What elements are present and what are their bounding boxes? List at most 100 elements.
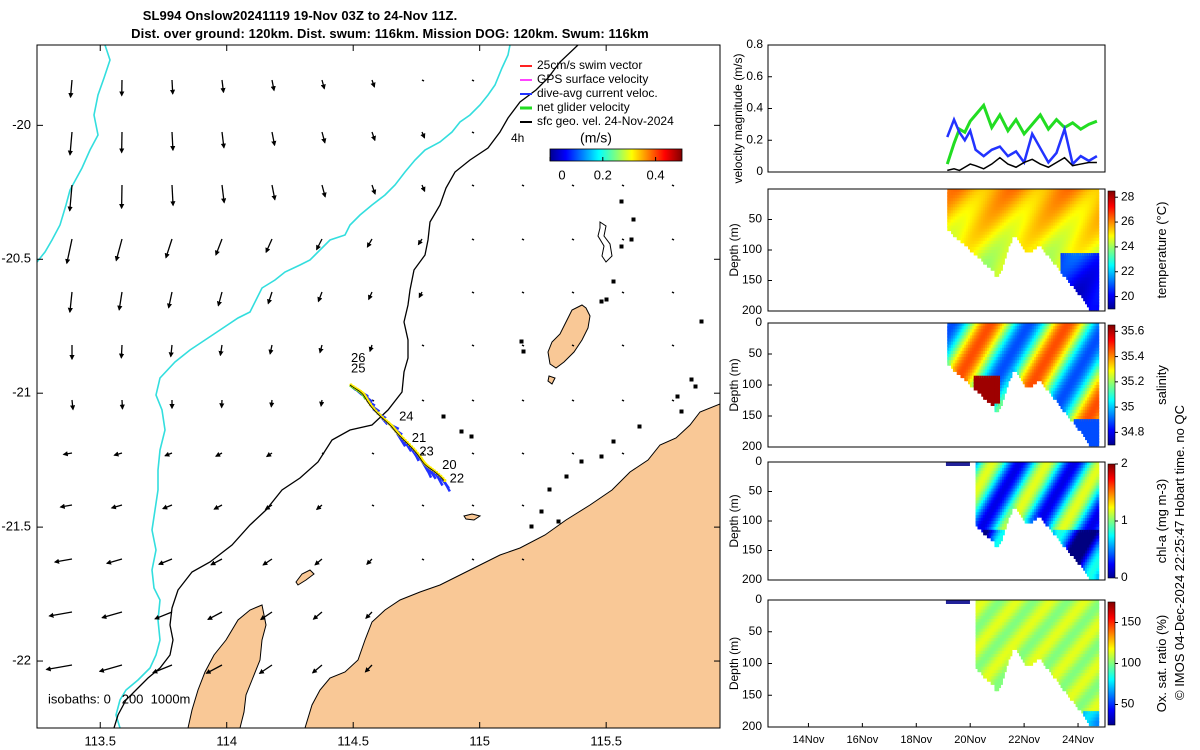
salinity-cell <box>977 369 981 375</box>
temperature-cell <box>1024 246 1028 253</box>
temperature-cell <box>973 243 977 250</box>
chl-a-cell <box>988 470 992 477</box>
salinity-cell <box>1052 332 1056 338</box>
temperature-cell <box>964 237 968 244</box>
temperature-cell <box>998 259 1002 265</box>
temperature-cell <box>1077 228 1081 235</box>
temperature-cell <box>1024 192 1028 198</box>
salinity-cell <box>1077 388 1081 394</box>
temperature-cell <box>1058 192 1062 198</box>
salinity-cell <box>1094 360 1098 366</box>
chl-a-cell <box>994 479 998 486</box>
temperature-cell <box>1081 207 1085 213</box>
salinity-cell <box>1002 323 1005 329</box>
salinity-cell <box>1081 363 1085 369</box>
temperature-cell <box>1017 195 1020 201</box>
temperature-cell <box>960 204 964 210</box>
salinity-cell <box>971 372 975 379</box>
temperature-cell <box>992 222 996 229</box>
chl-a-cell <box>998 523 1002 530</box>
chl-a-cell <box>1007 467 1011 474</box>
chl-a-cell <box>983 482 986 489</box>
salinity-cell <box>1062 375 1066 382</box>
salinity-cell <box>1034 341 1037 348</box>
temperature-cell <box>1017 225 1020 232</box>
temperature-cell <box>973 198 977 204</box>
temperature-cell <box>1083 240 1086 247</box>
title-line-1: SL994 Onslow20241119 19-Nov 03Z to 24-No… <box>142 8 458 23</box>
temperature-cell <box>1083 213 1086 219</box>
temperature-cell <box>1054 189 1058 195</box>
temperature-cell <box>1049 213 1052 219</box>
salinity-cell <box>985 363 988 369</box>
temperature-cell <box>1052 253 1056 259</box>
salinity-cell <box>962 354 966 360</box>
geo-vector <box>105 558 123 565</box>
salinity-cell <box>956 369 960 375</box>
salinity-cell <box>996 391 1000 397</box>
temperature-cell <box>1094 262 1098 268</box>
salinity-cell <box>1054 341 1058 348</box>
salinity-cell <box>971 375 975 382</box>
chl-a-cell <box>988 521 992 527</box>
temperature-cell <box>964 213 968 219</box>
salinity-cell <box>1041 326 1045 332</box>
temperature-cell <box>981 243 985 250</box>
salinity-cell <box>1020 363 1024 369</box>
salinity-cell <box>1092 400 1096 406</box>
temperature-cell <box>1092 256 1096 262</box>
temperature-cell <box>954 192 958 198</box>
chl-a-cell <box>1007 479 1011 486</box>
temperature-cell <box>986 195 990 201</box>
temperature-cell <box>1079 228 1083 235</box>
reef-dot <box>619 244 624 249</box>
salinity-cell <box>1011 354 1015 360</box>
chl-a-cell <box>1002 488 1005 495</box>
salinity-cell <box>981 381 985 388</box>
chl-a-cell <box>996 473 1000 480</box>
salinity-cell <box>1075 388 1079 394</box>
chl-a-cell <box>994 532 998 539</box>
temperature-cell <box>1079 213 1083 219</box>
salinity-cell <box>1088 326 1092 332</box>
temperature-cell <box>990 240 994 247</box>
reef-dot <box>693 384 698 389</box>
salinity-cell <box>1066 354 1069 360</box>
salinity-cell <box>1020 372 1024 379</box>
chl-a-cell <box>1005 506 1009 512</box>
salinity-cell <box>1056 394 1060 400</box>
temperature-cell <box>998 250 1002 256</box>
chl-a-cell <box>983 467 986 474</box>
temperature-cell <box>1060 265 1064 271</box>
temperature-cell <box>1007 201 1011 207</box>
map-colorbar <box>549 148 683 162</box>
temperature-cell <box>1047 213 1051 219</box>
temperature-cell <box>966 210 969 216</box>
temperature-cell <box>992 195 996 201</box>
islet-lowendal <box>597 221 613 263</box>
salinity-cell <box>1081 341 1085 348</box>
salinity-cell <box>1056 375 1060 382</box>
salinity-cell <box>1092 428 1096 434</box>
salinity-cell <box>998 323 1002 329</box>
temperature-cell <box>1085 280 1088 286</box>
temperature-cell <box>1086 210 1090 216</box>
chl-a-cell <box>994 526 998 533</box>
temperature-cell <box>1073 228 1077 235</box>
temperature-cell <box>1081 259 1085 265</box>
chl-a-cell <box>1002 467 1005 474</box>
temperature-cell <box>1026 213 1030 219</box>
salinity-cell <box>1013 366 1017 372</box>
temperature-cell <box>1088 222 1092 229</box>
salinity-cell <box>1051 372 1054 379</box>
salinity-cell <box>1041 363 1045 369</box>
temperature-cell <box>996 207 1000 213</box>
salinity-cell <box>1077 357 1081 363</box>
salinity-cell <box>1003 381 1007 388</box>
temperature-cell <box>1052 219 1056 225</box>
salinity-cell <box>1018 326 1022 332</box>
salinity-cell <box>1034 357 1037 363</box>
temperature-cell <box>962 213 966 219</box>
temperature-cell <box>1069 195 1073 201</box>
temperature-cell <box>947 222 951 229</box>
